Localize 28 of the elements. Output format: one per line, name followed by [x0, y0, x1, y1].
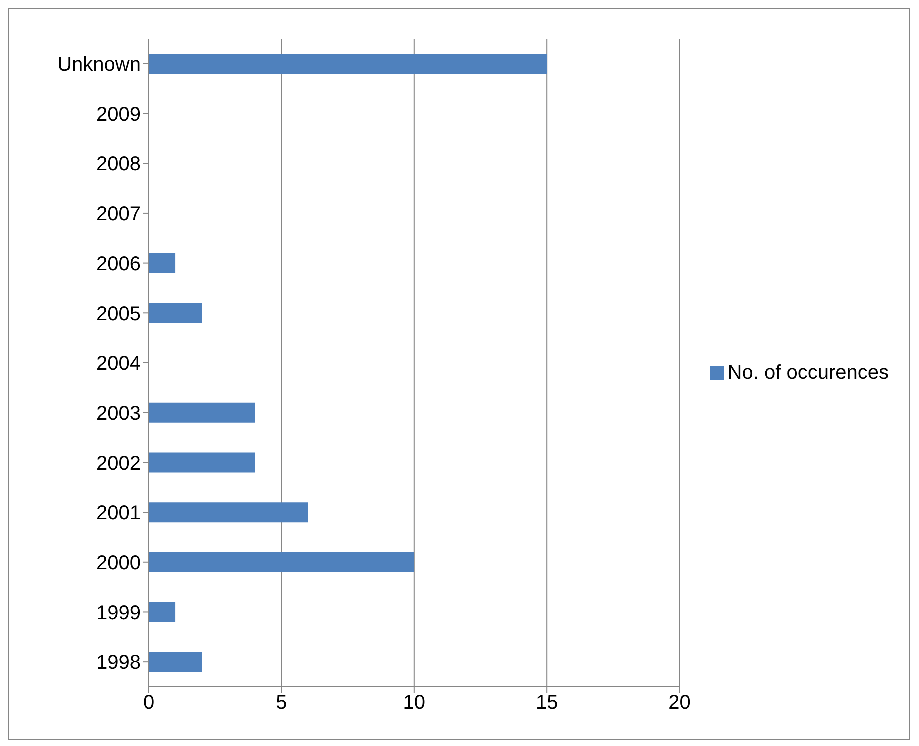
bar [149, 253, 176, 274]
x-tick-label: 0 [143, 692, 155, 714]
x-tick-label: 10 [403, 692, 426, 714]
y-tick-label: 2008 [96, 154, 141, 176]
y-tick-label: 2009 [96, 104, 141, 126]
y-tick-label: 1998 [96, 652, 141, 674]
bar [149, 652, 202, 672]
y-tick-label: 2003 [96, 402, 141, 425]
bar [149, 303, 202, 324]
legend-label: No. of occurences [728, 362, 889, 384]
y-tick-label: 2001 [96, 502, 141, 525]
y-tick-label: Unknown [58, 54, 141, 76]
bar [149, 552, 414, 572]
y-tick-label: 2004 [96, 353, 141, 376]
x-tick-label: 5 [276, 692, 288, 714]
bar [149, 602, 176, 622]
bar [149, 402, 256, 423]
y-tick-label: 2000 [96, 552, 141, 574]
bar [149, 54, 548, 74]
bar [149, 452, 256, 473]
y-tick-label: 2002 [96, 452, 141, 475]
y-tick-label: 1999 [96, 602, 141, 624]
y-tick-label: 2005 [96, 303, 141, 326]
x-tick-label: 15 [536, 692, 558, 714]
bar [149, 502, 308, 523]
y-tick-label: 2007 [96, 204, 141, 226]
y-tick-label: 2006 [96, 253, 141, 276]
x-tick-label: 20 [668, 692, 691, 714]
